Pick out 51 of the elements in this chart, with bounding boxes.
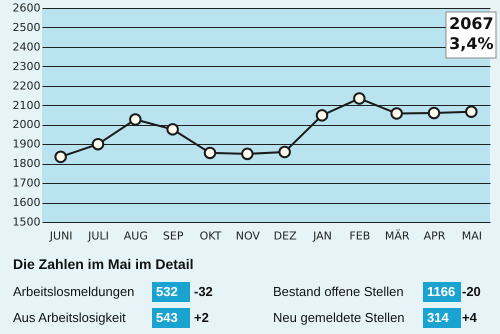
x-tick-label: MÄR	[384, 228, 410, 242]
text: Aus Arbeitslosigkeit	[13, 310, 126, 325]
point	[428, 106, 440, 120]
point	[92, 138, 104, 150]
y-tick-label: 1800	[12, 157, 40, 170]
y-tick-label: 2400	[12, 40, 40, 54]
text: 543	[156, 310, 178, 325]
point	[166, 123, 179, 136]
x-tick-label: MAI	[462, 230, 482, 242]
text: Arbeitslosmeldungen	[13, 284, 134, 299]
y-tick-label: 2600	[12, 2, 40, 14]
y-tick-label: 2200	[12, 79, 40, 92]
point	[54, 150, 67, 164]
x-tick-label: FEB	[349, 230, 370, 242]
x-tick-label: AUG	[124, 230, 148, 242]
y-tick-label: 1500	[12, 216, 40, 228]
y-tick-label: 1600	[12, 196, 40, 210]
point	[129, 113, 142, 126]
text: Neu gemeldete Stellen	[273, 310, 405, 325]
y-tick-label: 1900	[12, 138, 40, 151]
y-tick-label: 1700	[12, 176, 40, 190]
point	[241, 148, 254, 160]
point	[465, 105, 478, 118]
x-tick-label: JUNI	[48, 230, 73, 242]
x-tick-label: APR	[424, 230, 446, 242]
x-tick-label: SEP	[162, 230, 184, 242]
point	[278, 146, 291, 158]
x-tick-label: DEZ	[274, 230, 298, 242]
text: +2	[194, 310, 209, 325]
point	[316, 109, 328, 122]
point	[390, 107, 403, 120]
text: 532	[156, 284, 178, 299]
y-tick-label: 2300	[12, 60, 40, 73]
point	[353, 92, 366, 105]
x-tick-label: JAN	[312, 230, 332, 242]
text: -32	[194, 284, 213, 299]
text: +4	[462, 310, 478, 325]
x-tick-label: NOV	[236, 230, 260, 242]
x-tick-label: JULI	[87, 230, 109, 242]
y-tick-label: 2000	[12, 118, 40, 132]
point	[204, 146, 216, 160]
text: 314	[427, 310, 450, 325]
text: -20	[462, 284, 481, 299]
text: 1166	[427, 284, 456, 299]
annotation: 3,4%	[449, 34, 494, 53]
annotation: 2067	[449, 14, 494, 33]
text: Bestand offene Stellen	[273, 284, 404, 299]
text: Die Zahlen im Mai im Detail	[13, 256, 194, 272]
y-tick-label: 2500	[12, 20, 40, 34]
y-tick-label: 2100	[12, 98, 40, 112]
x-tick-label: OKT	[200, 230, 222, 242]
